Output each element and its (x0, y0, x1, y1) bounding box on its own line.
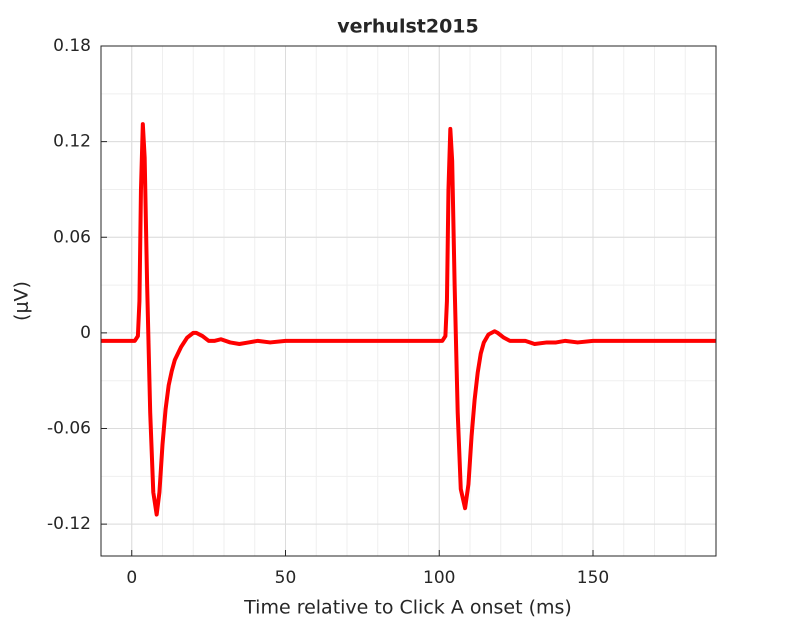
y-tick-label: -0.06 (47, 419, 91, 439)
chart-title: verhulst2015 (337, 16, 478, 38)
y-tick-label: 0.06 (53, 227, 91, 247)
y-tick-label: -0.12 (47, 514, 91, 534)
y-tick-label: 0.12 (53, 132, 91, 152)
x-tick-label: 150 (577, 568, 609, 588)
y-tick-label: 0 (80, 323, 91, 343)
axes-box (100, 45, 717, 557)
x-tick-label: 100 (423, 568, 455, 588)
x-tick-label: 0 (126, 568, 137, 588)
x-axis-label: Time relative to Click A onset (ms) (243, 597, 572, 619)
y-tick-label: 0.18 (53, 36, 91, 56)
y-axis-label: (μV) (11, 281, 33, 321)
data-line (101, 122, 716, 517)
x-tick-label: 50 (275, 568, 297, 588)
